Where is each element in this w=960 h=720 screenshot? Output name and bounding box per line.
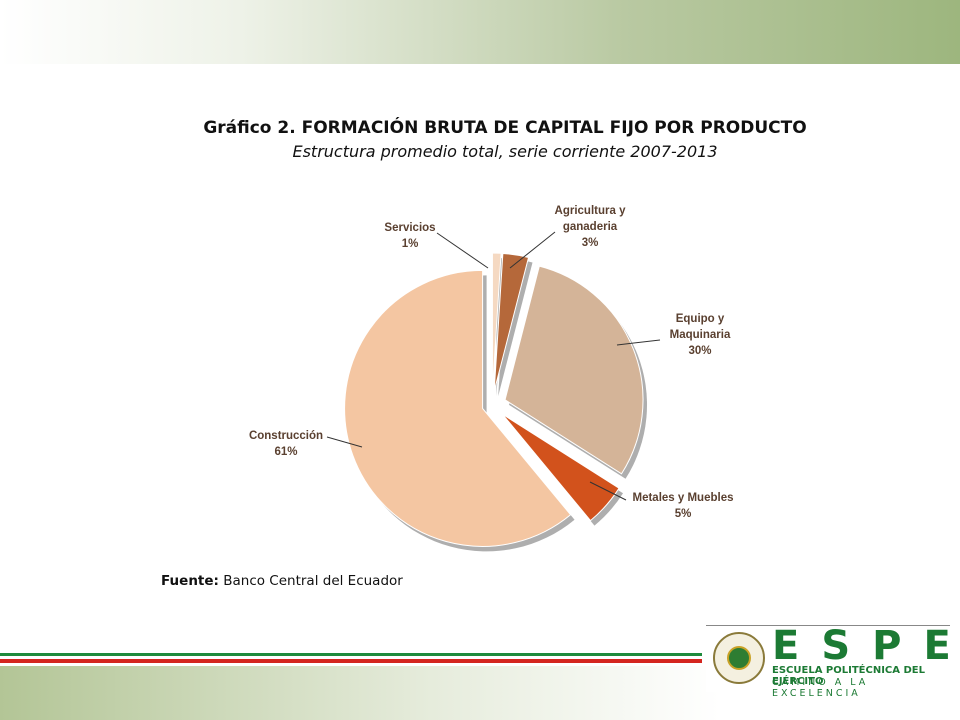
leader-line <box>436 232 489 269</box>
slice-name-label: Construcción <box>249 430 323 442</box>
crest-seal-icon <box>713 632 765 684</box>
pie-slice-metales-y-muebles <box>502 413 620 522</box>
chart-title: Gráfico 2. FORMACIÓN BRUTA DE CAPITAL FI… <box>203 118 807 138</box>
slice-percent-label: 5% <box>675 508 692 520</box>
slice-name-label: Metales y Muebles <box>633 492 734 504</box>
source-note: Fuente: Banco Central del Ecuador <box>161 573 403 589</box>
pie-slice-equipo-y-maquinaria <box>504 265 644 475</box>
slice-percent-label: 61% <box>274 446 297 458</box>
slice-name-label: ganaderia <box>563 221 618 233</box>
pie-slice-construcción <box>344 269 572 547</box>
espe-logo-letters: ESPE <box>772 623 960 669</box>
chart-subtitle: Estructura promedio total, serie corrien… <box>292 142 718 161</box>
white-stripe <box>0 656 702 659</box>
slice-percent-label: 1% <box>402 238 419 250</box>
leader-line <box>589 481 627 501</box>
slice-name-label: Servicios <box>384 222 435 234</box>
source-label: Fuente: <box>161 573 219 589</box>
leader-line <box>616 339 661 346</box>
slice-name-label: Maquinaria <box>670 329 731 341</box>
green-stripe <box>0 653 702 656</box>
top-decorative-band <box>0 0 960 64</box>
slice-percent-label: 30% <box>688 345 711 357</box>
source-text: Banco Central del Ecuador <box>223 573 403 589</box>
slice-name-label: Equipo y <box>676 313 725 325</box>
pie-slice-agricultura-y-ganaderia <box>493 252 530 392</box>
leader-line <box>509 231 556 269</box>
leader-line <box>326 436 363 448</box>
logo-divider <box>706 625 950 626</box>
slice-name-label: Agricultura y <box>555 205 627 217</box>
red-stripe <box>0 659 702 663</box>
pie-slice-servicios <box>491 252 502 392</box>
espe-logo-line2: CAMINO A LA EXCELENCIA <box>772 677 869 699</box>
slice-percent-label: 3% <box>582 237 599 249</box>
espe-logo-line1: ESCUELA POLITÉCNICA DEL EJÉRCITO <box>772 665 925 687</box>
